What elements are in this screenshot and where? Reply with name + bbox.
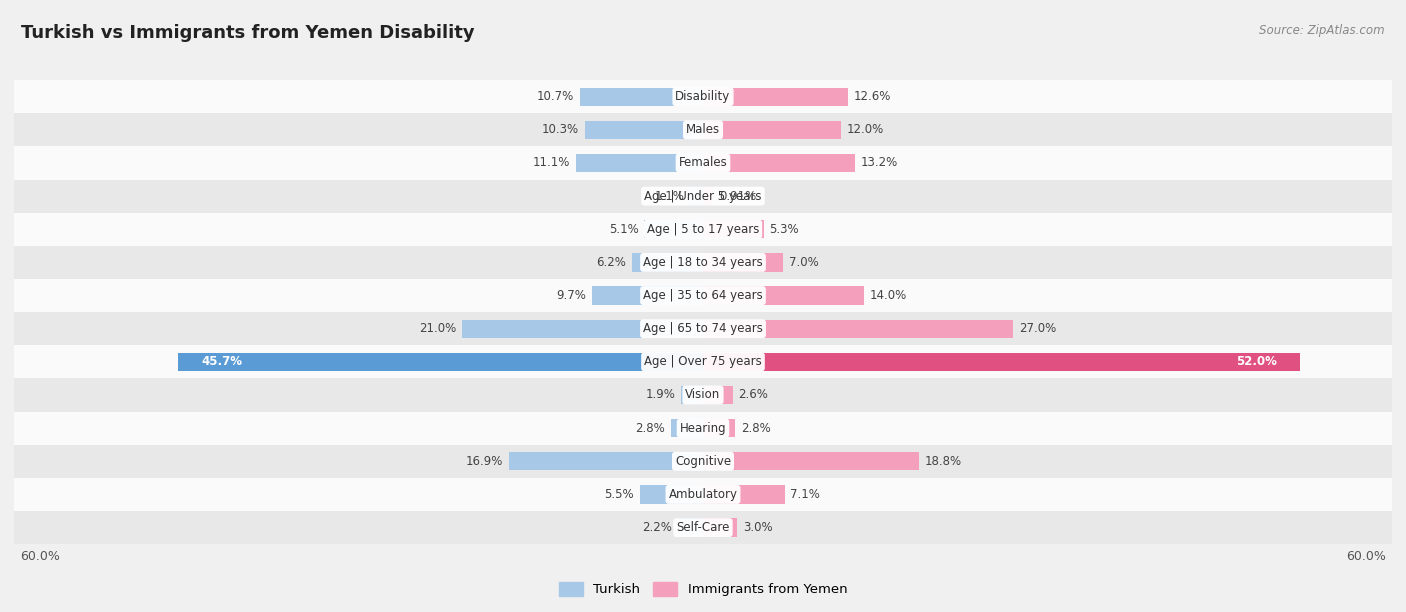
Bar (703, 353, 1301, 371)
Bar (703, 187, 713, 205)
Bar (14, 212, 1392, 246)
Text: Vision: Vision (685, 389, 721, 401)
Bar (640, 485, 703, 504)
Text: Age | 65 to 74 years: Age | 65 to 74 years (643, 322, 763, 335)
Bar (690, 187, 703, 205)
Text: 10.3%: 10.3% (541, 123, 579, 136)
Text: 9.7%: 9.7% (555, 289, 586, 302)
Text: 60.0%: 60.0% (1347, 550, 1386, 563)
Bar (703, 121, 841, 139)
Text: 1.1%: 1.1% (655, 190, 685, 203)
Bar (14, 146, 1392, 179)
Bar (703, 319, 1012, 338)
Text: 5.1%: 5.1% (609, 223, 638, 236)
Bar (703, 220, 763, 238)
Text: Age | 35 to 64 years: Age | 35 to 64 years (643, 289, 763, 302)
Bar (14, 478, 1392, 511)
Bar (14, 345, 1392, 378)
Bar (14, 246, 1392, 279)
Text: 27.0%: 27.0% (1019, 322, 1056, 335)
Text: Cognitive: Cognitive (675, 455, 731, 468)
Text: 5.3%: 5.3% (769, 223, 799, 236)
Text: 3.0%: 3.0% (744, 521, 773, 534)
Bar (14, 411, 1392, 445)
Text: Age | Under 5 years: Age | Under 5 years (644, 190, 762, 203)
Text: 16.9%: 16.9% (465, 455, 503, 468)
Bar (179, 353, 703, 371)
Text: 60.0%: 60.0% (20, 550, 59, 563)
Text: 7.0%: 7.0% (789, 256, 818, 269)
Bar (703, 253, 783, 272)
Text: 1.9%: 1.9% (645, 389, 675, 401)
Text: Self-Care: Self-Care (676, 521, 730, 534)
Bar (585, 121, 703, 139)
Bar (703, 419, 735, 437)
Bar (681, 386, 703, 404)
Legend: Turkish, Immigrants from Yemen: Turkish, Immigrants from Yemen (554, 577, 852, 602)
Text: 45.7%: 45.7% (201, 356, 242, 368)
Text: 6.2%: 6.2% (596, 256, 626, 269)
Text: 12.6%: 12.6% (853, 90, 891, 103)
Bar (14, 312, 1392, 345)
Bar (14, 80, 1392, 113)
Bar (671, 419, 703, 437)
Bar (581, 88, 703, 106)
Text: 7.1%: 7.1% (790, 488, 820, 501)
Text: 2.8%: 2.8% (636, 422, 665, 435)
Text: Males: Males (686, 123, 720, 136)
Bar (14, 279, 1392, 312)
Bar (644, 220, 703, 238)
Text: Source: ZipAtlas.com: Source: ZipAtlas.com (1260, 24, 1385, 37)
Bar (14, 113, 1392, 146)
Text: 14.0%: 14.0% (869, 289, 907, 302)
Text: Females: Females (679, 157, 727, 170)
Text: Age | Over 75 years: Age | Over 75 years (644, 356, 762, 368)
Bar (703, 518, 738, 537)
Bar (14, 378, 1392, 411)
Text: Age | 18 to 34 years: Age | 18 to 34 years (643, 256, 763, 269)
Bar (631, 253, 703, 272)
Text: 18.8%: 18.8% (925, 455, 962, 468)
Bar (575, 154, 703, 172)
Text: 52.0%: 52.0% (1236, 356, 1277, 368)
Bar (703, 485, 785, 504)
Text: 5.5%: 5.5% (605, 488, 634, 501)
Bar (14, 511, 1392, 544)
Text: Ambulatory: Ambulatory (668, 488, 738, 501)
Text: 11.1%: 11.1% (533, 157, 569, 170)
Bar (678, 518, 703, 537)
Bar (509, 452, 703, 471)
Text: Disability: Disability (675, 90, 731, 103)
Text: 12.0%: 12.0% (846, 123, 884, 136)
Text: 2.8%: 2.8% (741, 422, 770, 435)
Bar (592, 286, 703, 305)
Text: Age | 5 to 17 years: Age | 5 to 17 years (647, 223, 759, 236)
Bar (703, 286, 863, 305)
Bar (703, 386, 733, 404)
Bar (703, 452, 920, 471)
Text: 13.2%: 13.2% (860, 157, 897, 170)
Bar (14, 179, 1392, 212)
Text: 21.0%: 21.0% (419, 322, 456, 335)
Text: 2.2%: 2.2% (643, 521, 672, 534)
Text: Turkish vs Immigrants from Yemen Disability: Turkish vs Immigrants from Yemen Disabil… (21, 24, 475, 42)
Text: Hearing: Hearing (679, 422, 727, 435)
Text: 0.91%: 0.91% (720, 190, 756, 203)
Bar (14, 445, 1392, 478)
Bar (461, 319, 703, 338)
Bar (703, 88, 848, 106)
Text: 2.6%: 2.6% (738, 389, 769, 401)
Bar (703, 154, 855, 172)
Text: 10.7%: 10.7% (537, 90, 575, 103)
